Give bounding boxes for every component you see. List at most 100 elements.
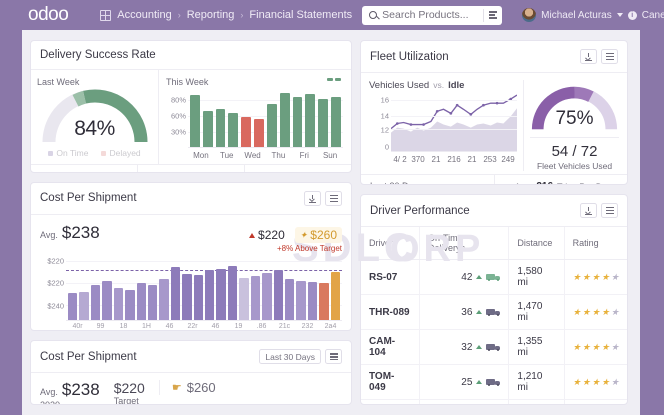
menu-button[interactable] bbox=[325, 190, 342, 206]
cell-driver: RS-07 bbox=[361, 259, 420, 296]
chevron-down-icon[interactable] bbox=[616, 13, 623, 17]
series-label-idle: Idle bbox=[448, 80, 465, 91]
x-tick: 18 bbox=[119, 323, 128, 331]
x-tick: Thu bbox=[271, 151, 286, 160]
avatar bbox=[522, 8, 537, 22]
table-row[interactable]: CAM-104 32 1,355 mi ★ ★ ★ ★ ★ bbox=[361, 329, 627, 366]
info-icon[interactable]: i bbox=[627, 10, 637, 20]
table-row[interactable]: RS-35 18 985 mi ★★★★★ bbox=[361, 399, 627, 405]
app-grid-icon[interactable] bbox=[100, 9, 112, 21]
mini-cost: ☛ $260 bbox=[158, 380, 342, 396]
col-driver[interactable]: Driver bbox=[361, 227, 420, 261]
cost-value: $260 bbox=[186, 380, 216, 396]
card-delivery-success-rate: Delivery Success Rate Last Week 84% bbox=[30, 40, 352, 173]
above-target-note: +8% Above Target bbox=[276, 244, 342, 254]
card-header: Cost Per Shipment Last 30 Days bbox=[31, 341, 351, 374]
fleet-footer: Last 30 Days Avg. 216 Trips Per Day bbox=[361, 174, 627, 185]
card-header: Driver Performance bbox=[361, 195, 627, 228]
cell-distance: 985 mi bbox=[508, 399, 565, 405]
filter-menu-icon[interactable] bbox=[483, 8, 498, 22]
download-button[interactable] bbox=[304, 190, 321, 206]
truck-icon bbox=[486, 378, 501, 387]
delivery-stats: 437 Shipments This Week 346 On Time 72 D… bbox=[31, 164, 351, 172]
mini-avg: Avg. $238 2020 bbox=[40, 380, 100, 404]
breadcrumb-item-financial-statements[interactable]: Financial Statements bbox=[249, 9, 353, 21]
odoo-logo[interactable]: odoo bbox=[28, 3, 69, 25]
dashboard-page: SDLC ORP Delivery Success Rate Last Week bbox=[22, 30, 640, 415]
search-icon bbox=[369, 11, 378, 19]
breadcrumb-item-accounting[interactable]: Accounting bbox=[117, 9, 172, 21]
area-series bbox=[390, 94, 518, 151]
y-tick: 16 bbox=[380, 95, 389, 105]
cell-rating: ★★★★★ bbox=[564, 364, 627, 401]
menu-button[interactable] bbox=[601, 49, 618, 64]
card-actions: Last 30 Days bbox=[259, 349, 342, 365]
trend-up-icon bbox=[476, 310, 483, 315]
weekly-bars-pane: This Week 80% 60% 30% bbox=[159, 70, 351, 164]
truck-icon bbox=[486, 343, 501, 352]
fleet-gauge-pane: 75% 54 / 72 Fleet Vehicles Used bbox=[523, 80, 619, 171]
cell-rating: ★★★★★ bbox=[564, 399, 627, 405]
truck-icon bbox=[486, 308, 501, 317]
rating-stars: ★ ★ ★ ★ ★ bbox=[572, 376, 619, 387]
legend-label: Delayed bbox=[109, 148, 141, 158]
gauge-arc bbox=[42, 89, 147, 143]
y-axis: 16 14 12 0 bbox=[369, 94, 391, 152]
pill-value: $220 bbox=[258, 228, 285, 243]
cell-deliveries: 25 bbox=[419, 364, 510, 401]
card-driver-performance: Driver Performance Driver On-Time Delive… bbox=[360, 194, 628, 405]
x-tick: 40r bbox=[72, 323, 83, 331]
avg-value: $238 bbox=[61, 380, 100, 400]
download-button[interactable] bbox=[580, 203, 597, 219]
cell-driver: TOM-049 bbox=[361, 364, 420, 401]
cost-summary: Avg. $238 $220 ✦ $260 bbox=[40, 223, 342, 244]
cell-distance: 1,355 mi bbox=[508, 329, 565, 366]
menu-button[interactable] bbox=[601, 203, 618, 219]
target-value: $220 bbox=[113, 380, 145, 397]
user-menu[interactable]: Michael Acturas i Cane bbox=[522, 8, 664, 22]
breadcrumb-item-reporting[interactable]: Reporting bbox=[186, 9, 235, 21]
col-distance[interactable]: Distance bbox=[508, 227, 565, 261]
x-tick: 249 bbox=[501, 155, 515, 164]
pill-value: $260 bbox=[310, 228, 337, 243]
cost-bar-chart: $220 $220 $240 bbox=[40, 255, 342, 322]
gauge-period-label: Last Week bbox=[37, 77, 80, 87]
date-range-selector[interactable]: Last 30 Days bbox=[259, 349, 321, 365]
y-tick: 60% bbox=[170, 111, 186, 121]
menu-button[interactable] bbox=[325, 349, 342, 365]
x-tick: 2a4 bbox=[324, 323, 337, 331]
col-rating[interactable]: Rating bbox=[564, 227, 627, 261]
x-axis: 4/ 2 370 21 216 21 253 249 bbox=[369, 155, 517, 164]
table-row[interactable]: RS-07 42 1,580 mi ★ ★ ★ ★ ★ bbox=[361, 259, 627, 296]
bar bbox=[318, 99, 329, 147]
help-label[interactable]: Cane bbox=[641, 9, 664, 21]
arrow-up-icon: ✦ bbox=[299, 229, 308, 240]
search-box[interactable] bbox=[362, 5, 503, 25]
stat-delayed: 72 Delayed bbox=[245, 165, 351, 172]
legend-label: On Time bbox=[56, 148, 89, 158]
card-header: Cost Per Shipment bbox=[31, 183, 351, 215]
gauge-value: 84% bbox=[74, 117, 115, 140]
x-tick: 216 bbox=[447, 155, 461, 164]
footer-range: Last 30 Days bbox=[361, 175, 495, 185]
card-header: Fleet Utilization bbox=[361, 41, 627, 73]
x-axis: 40r 99 18 1H 46 22r 46 19 .86 21c 232 2a… bbox=[40, 323, 342, 330]
bars bbox=[66, 255, 342, 321]
download-button[interactable] bbox=[580, 49, 597, 64]
table-row[interactable]: THR-089 36 1,470 mi ★ ★ ★ ★ ★ bbox=[361, 294, 627, 331]
vs-label: vs. bbox=[433, 80, 445, 90]
x-tick: Mon bbox=[193, 151, 209, 160]
y-tick: 12 bbox=[380, 125, 389, 135]
cell-deliveries: 32 bbox=[419, 329, 510, 366]
year-label: 2020 bbox=[40, 400, 100, 404]
plot-area bbox=[66, 255, 342, 322]
x-tick: 370 bbox=[411, 155, 425, 164]
table-header-row: Driver On-Time Deliverys Distance Rating bbox=[361, 227, 627, 261]
bars-legend-icon bbox=[327, 78, 341, 81]
left-column: Delivery Success Rate Last Week 84% bbox=[30, 40, 352, 405]
search-input[interactable] bbox=[382, 9, 479, 21]
table-row[interactable]: TOM-049 25 1,210 mi ★ ★ ★ ★ ★ bbox=[361, 364, 627, 401]
x-tick: Sun bbox=[322, 151, 338, 160]
weekly-bar-chart: 80% 60% 30% bbox=[166, 90, 343, 148]
col-deliveries[interactable]: On-Time Deliverys bbox=[419, 227, 510, 261]
